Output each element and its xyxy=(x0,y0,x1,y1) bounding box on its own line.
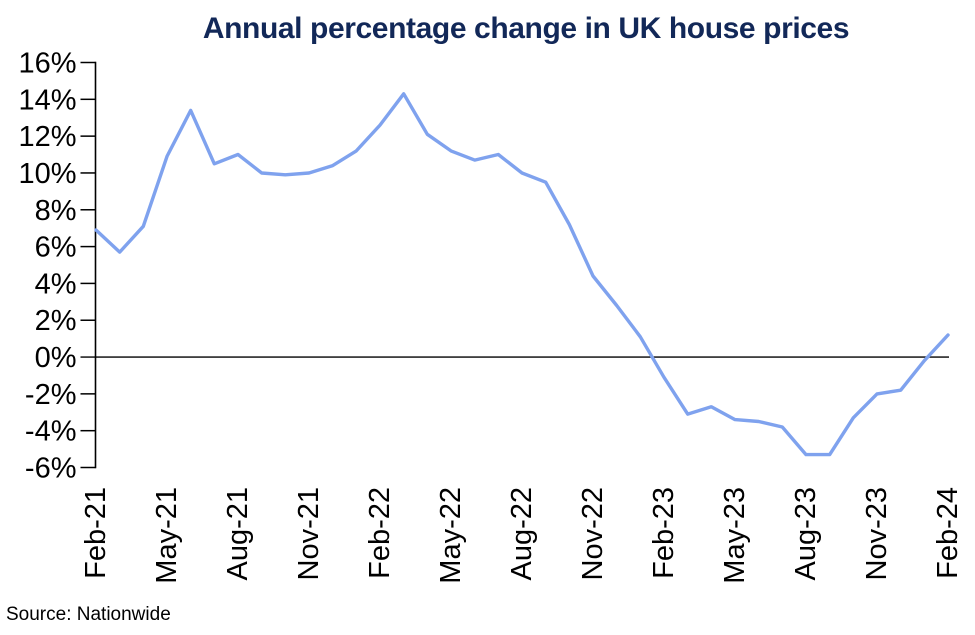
chart-title: Annual percentage change in UK house pri… xyxy=(202,12,850,45)
y-tick-label: -2% xyxy=(25,379,77,411)
x-tick-label: Nov-21 xyxy=(293,487,325,581)
y-tick-label: 4% xyxy=(35,268,77,300)
y-tick-label: -6% xyxy=(25,453,77,485)
y-tick-label: 14% xyxy=(18,84,76,116)
x-tick-label: Feb-22 xyxy=(364,487,396,579)
y-tick-label: 2% xyxy=(35,305,77,337)
y-tick-label: 6% xyxy=(35,232,77,264)
source-note: Source: Nationwide xyxy=(6,604,171,625)
y-tick-label: -4% xyxy=(25,416,77,448)
y-tick-label: 8% xyxy=(35,195,77,227)
x-tick-label: May-22 xyxy=(435,487,467,584)
y-tick-label: 0% xyxy=(35,342,77,374)
y-tick-label: 12% xyxy=(18,121,76,153)
x-tick-label: Nov-22 xyxy=(577,487,609,581)
x-tick-label: Feb-21 xyxy=(80,487,112,579)
y-tick-label: 16% xyxy=(18,48,76,80)
x-tick-label: Aug-21 xyxy=(222,487,254,581)
x-tick-label: Aug-23 xyxy=(790,487,822,581)
y-tick-label: 10% xyxy=(18,158,76,190)
x-tick-label: May-21 xyxy=(151,487,183,584)
x-tick-label: Nov-23 xyxy=(861,487,893,581)
x-tick-label: May-23 xyxy=(719,487,751,584)
house-price-line xyxy=(94,92,950,457)
x-tick-label: Aug-22 xyxy=(506,487,538,581)
x-tick-label: Feb-24 xyxy=(932,487,964,579)
x-tick-label: Feb-23 xyxy=(648,487,680,579)
